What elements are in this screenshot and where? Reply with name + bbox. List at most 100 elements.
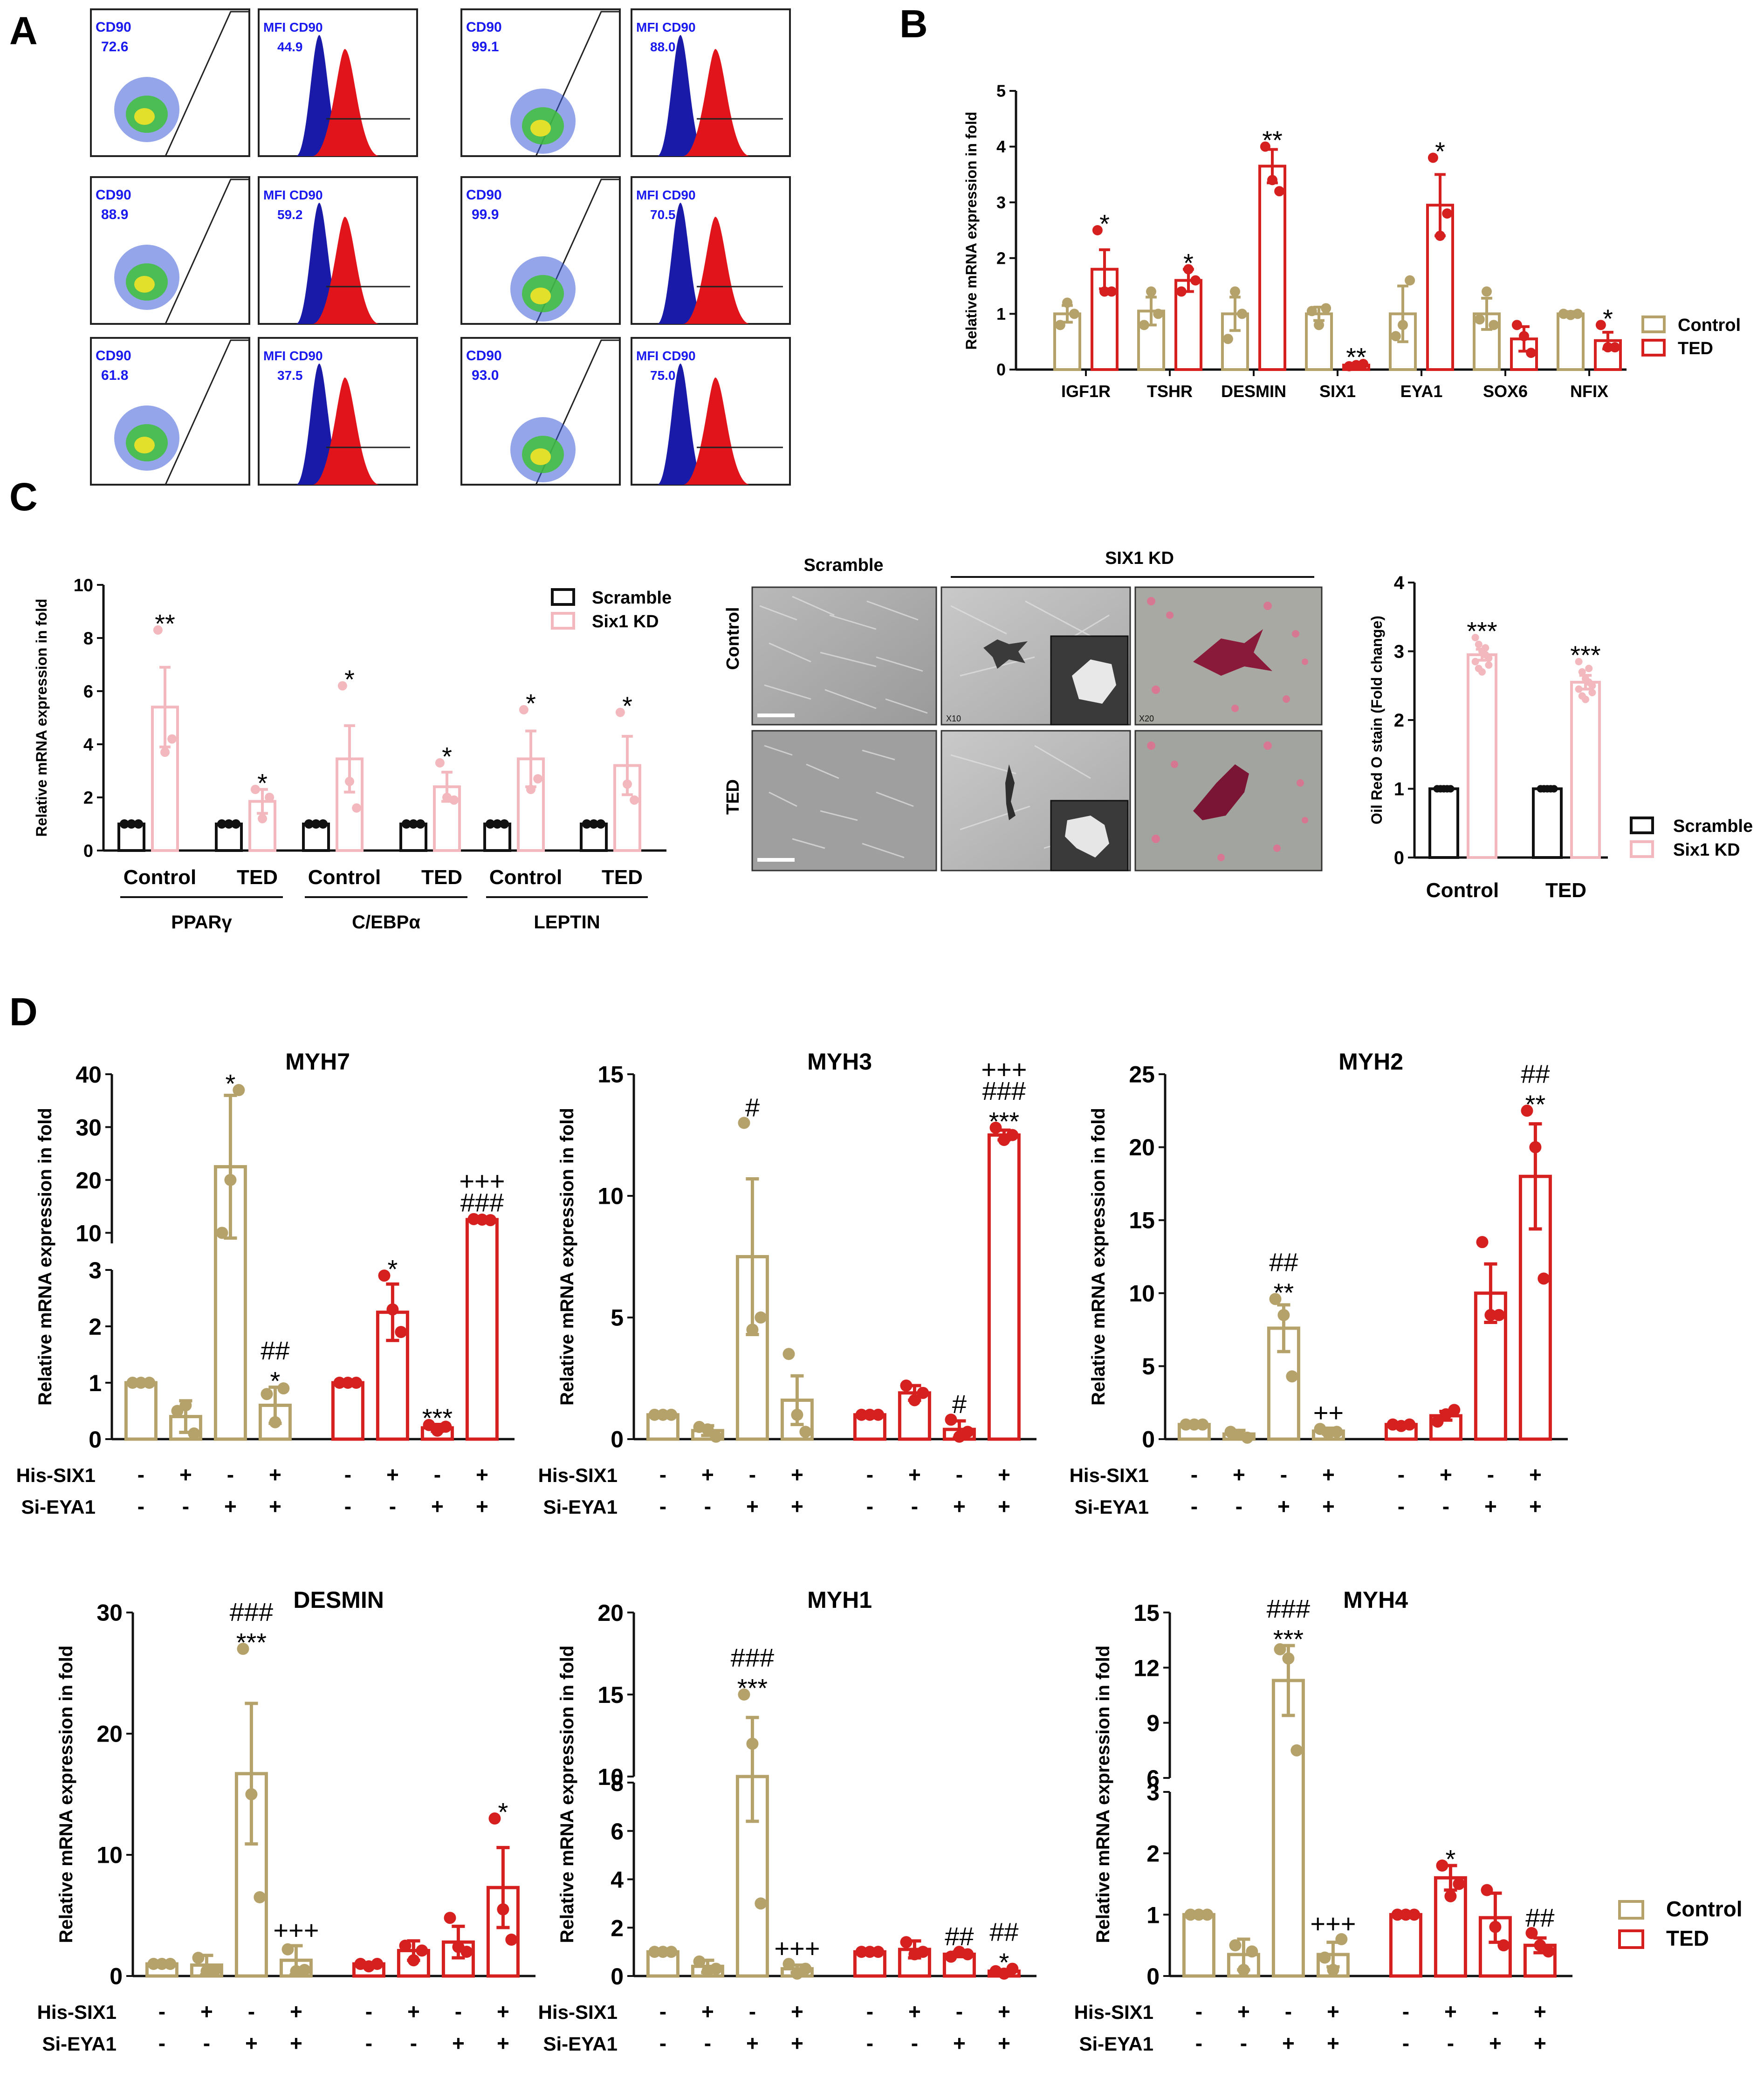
data-point <box>1398 320 1408 330</box>
data-point <box>1447 785 1455 793</box>
data-point <box>1519 331 1529 342</box>
significance-label: * <box>498 1798 508 1827</box>
si-eya1-sign: + <box>269 1494 281 1518</box>
data-point <box>693 1955 706 1968</box>
data-point <box>657 1408 669 1421</box>
significance-label: ## <box>989 1917 1018 1947</box>
data-point <box>1474 314 1485 325</box>
data-point <box>407 1954 420 1967</box>
significance-label: +++ <box>459 1166 505 1196</box>
data-point <box>298 1964 311 1976</box>
y-tick-label: 20 <box>597 1600 624 1626</box>
data-point <box>217 819 227 829</box>
his-six1-sign: + <box>290 1999 302 2024</box>
data-point <box>119 819 129 829</box>
y-axis-label: Relative mRNA expression in fold <box>1088 1108 1109 1406</box>
si-eya1-sign: - <box>659 1494 666 1518</box>
micro-oilred-droplets <box>1147 597 1308 861</box>
si-eya1-sign: - <box>182 1494 189 1518</box>
x-tick-label: SIX1 <box>1319 382 1356 401</box>
data-point <box>665 1946 678 1958</box>
data-point <box>258 814 267 823</box>
data-point <box>917 1946 929 1958</box>
data-point <box>1230 286 1240 297</box>
data-point <box>1196 1418 1209 1431</box>
data-point <box>442 793 452 802</box>
y-axis-label: Relative mRNA expression in fold <box>557 1646 577 1943</box>
data-point <box>533 774 543 784</box>
legend-c-qpcr: Scramble Six1 KD <box>551 588 672 631</box>
his-six1-sign: + <box>476 1462 488 1487</box>
y-tick-label: 2 <box>1394 710 1404 731</box>
his-six1-sign: + <box>1322 1462 1335 1487</box>
y-axis-label: Relative mRNA expression in fold <box>33 599 50 837</box>
data-point <box>1537 1272 1550 1285</box>
y-tick-label: 10 <box>96 1842 123 1868</box>
chart-title: MYH7 <box>285 1049 350 1075</box>
y-tick-label: 1 <box>1394 779 1404 800</box>
data-point <box>791 1408 803 1421</box>
bar <box>124 1381 158 1441</box>
legend-oil-scramble-swatch <box>1630 817 1654 834</box>
chart-title: MYH1 <box>807 1587 872 1613</box>
si-eya1-sign: - <box>344 1494 351 1518</box>
data-point <box>1588 689 1596 696</box>
histogram-cd90-peak <box>312 49 380 156</box>
si-eya1-row-label: Si-EYA1 <box>21 1496 96 1518</box>
y-tick-label: 10 <box>597 1764 624 1790</box>
significance-label: *** <box>737 1674 768 1703</box>
data-point <box>855 1408 868 1421</box>
significance-label: * <box>1183 248 1194 277</box>
his-six1-sign: - <box>866 1462 873 1487</box>
y-tick-label: 1 <box>1146 1902 1160 1928</box>
y-tick-label: 0 <box>1142 1427 1155 1453</box>
bar <box>1467 653 1497 859</box>
data-point <box>1444 1890 1457 1902</box>
data-point <box>872 1408 885 1421</box>
his-six1-sign: + <box>791 1999 803 2024</box>
data-point <box>435 758 445 768</box>
si-eya1-sign: - <box>866 1494 873 1518</box>
data-point <box>1331 1426 1343 1438</box>
his-six1-sign: + <box>200 1999 213 2024</box>
data-point <box>156 1958 168 1970</box>
si-eya1-sign: - <box>704 1494 711 1518</box>
significance-label: ### <box>731 1643 774 1672</box>
histogram-mfi-value: 37.5 <box>277 368 303 383</box>
si-eya1-sign: + <box>746 2031 759 2055</box>
si-eya1-sign: + <box>791 2031 803 2055</box>
y-tick-label: 3 <box>1394 642 1404 662</box>
data-point <box>386 1303 399 1316</box>
data-point <box>1436 1859 1448 1872</box>
data-point <box>799 1426 812 1438</box>
his-six1-sign: + <box>179 1462 192 1487</box>
his-six1-sign: + <box>1327 1999 1339 2024</box>
data-point <box>224 819 233 829</box>
si-eya1-sign: - <box>1402 2031 1409 2055</box>
data-point <box>439 1420 452 1433</box>
y-axis-label: Relative mRNA expression in fold <box>557 1108 577 1406</box>
significance-label: * <box>1099 209 1110 239</box>
data-point <box>1260 141 1270 152</box>
legend-b-control-swatch <box>1641 316 1666 333</box>
dotplot-gate-percent: 93.0 <box>472 368 499 383</box>
micro-cluster-control-x10 <box>983 639 1028 669</box>
bar <box>331 1381 364 1441</box>
his-six1-sign: + <box>998 1462 1010 1487</box>
data-point <box>395 1326 407 1338</box>
y-tick-label: 8 <box>83 629 93 648</box>
dotplot-gate-label: CD90 <box>466 20 502 35</box>
data-point <box>1006 1962 1019 1975</box>
x-tick-label: TED <box>237 866 278 889</box>
histogram-isotype-peak <box>657 203 706 324</box>
legend-d-ted-swatch <box>1618 1929 1644 1949</box>
data-point <box>1471 658 1479 666</box>
y-tick-label: 4 <box>611 1867 624 1893</box>
data-point <box>665 1408 678 1421</box>
panel-letter-b: B <box>899 2 928 46</box>
y-tick-label: 30 <box>76 1114 102 1140</box>
data-point <box>1542 1945 1555 1958</box>
data-point <box>1306 306 1317 316</box>
his-six1-sign: - <box>248 1999 255 2024</box>
si-eya1-row-label: Si-EYA1 <box>1074 1496 1149 1518</box>
